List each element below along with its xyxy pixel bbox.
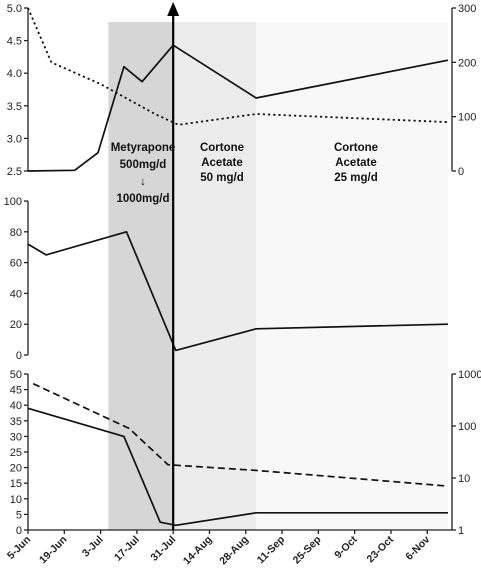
bottom-series-1-solid-line bbox=[27, 407, 448, 527]
x-tick-label: 28-Aug bbox=[217, 534, 251, 568]
bottom-left-tick-label: 25 bbox=[10, 447, 22, 459]
phase-band-3 bbox=[256, 22, 448, 530]
top-left-tick-label: 5.0 bbox=[7, 3, 22, 15]
phase-3-label-line-2: Acetate bbox=[335, 157, 377, 169]
chart-series bbox=[27, 7, 449, 527]
x-tick-label: 6-Nov bbox=[403, 534, 432, 563]
middle-left-tick-label: 0 bbox=[16, 350, 22, 362]
middle-left-tick-label: 80 bbox=[10, 227, 22, 239]
middle-left-tick-label: 60 bbox=[10, 258, 22, 270]
middle-left-tick-label: 20 bbox=[10, 319, 22, 331]
phase-3-label-line-1: Cortone bbox=[334, 142, 378, 154]
bottom-right-tick-label: 1 bbox=[458, 525, 464, 537]
phase-3-label-line-3: 25 mg/d bbox=[334, 172, 377, 184]
phase-2-label-line-3: 50 mg/d bbox=[200, 172, 243, 184]
treatment-phase-shading bbox=[108, 22, 448, 530]
chart-axes bbox=[24, 7, 456, 534]
top-right-tick-label: 0 bbox=[458, 166, 464, 178]
phase-1-label-line-1: Metyrapone bbox=[111, 142, 176, 154]
bottom-left-tick-label: 5 bbox=[16, 509, 22, 521]
bottom-right-tick-label: 10 bbox=[458, 473, 470, 485]
top-left-tick-label: 4.5 bbox=[7, 36, 22, 48]
x-tick-label: 25-Sep bbox=[291, 534, 324, 567]
bottom-left-tick-label: 15 bbox=[10, 478, 22, 490]
bottom-left-tick-label: 30 bbox=[10, 431, 22, 443]
top-left-tick-label: 3.0 bbox=[7, 133, 22, 145]
bottom-left-tick-label: 10 bbox=[10, 494, 22, 506]
phase-band-2 bbox=[173, 22, 257, 530]
bottom-right-tick-label: 100 bbox=[458, 421, 476, 433]
x-tick-label: 11-Sep bbox=[255, 534, 287, 566]
top-right-tick-label: 300 bbox=[458, 3, 476, 15]
bottom-left-tick-label: 20 bbox=[10, 463, 22, 475]
bottom-left-tick-label: 40 bbox=[10, 400, 22, 412]
phase-2-label-line-1: Cortone bbox=[200, 142, 244, 154]
top-left-tick-label: 3.5 bbox=[7, 101, 22, 113]
bottom-series-2-dashed-line bbox=[32, 382, 449, 487]
top-right-tick-label: 200 bbox=[458, 57, 476, 69]
top-left-tick-label: 4.0 bbox=[7, 68, 22, 80]
top-series-1-solid-line bbox=[27, 44, 449, 172]
phase-1-label-line-3: ↓ bbox=[140, 176, 146, 188]
bottom-right-tick-label: 1000 bbox=[458, 369, 481, 381]
bottom-left-tick-label: 45 bbox=[10, 385, 22, 397]
top-left-tick-label: 2.5 bbox=[7, 166, 22, 178]
x-tick-label: 9-Oct bbox=[332, 533, 360, 561]
x-tick-label: 23-Oct bbox=[364, 533, 396, 565]
x-tick-label: 5-Jun bbox=[5, 534, 33, 562]
middle-left-tick-label: 100 bbox=[4, 196, 22, 208]
middle-left-tick-label: 40 bbox=[10, 288, 22, 300]
phase-1-label-line-2: 500mg/d bbox=[120, 159, 167, 171]
phase-2-label-line-2: Acetate bbox=[201, 157, 243, 169]
x-tick-label: 31-Jul bbox=[148, 534, 178, 564]
phase-band-1 bbox=[108, 22, 174, 530]
x-tick-label: 19-Jun bbox=[37, 534, 69, 566]
phase-1-label-line-4: 1000mg/d bbox=[116, 193, 169, 205]
top-series-2-dotted-line bbox=[27, 7, 449, 126]
bottom-left-tick-label: 35 bbox=[10, 416, 22, 428]
middle-series-1-solid-line bbox=[27, 230, 449, 352]
event-arrowhead bbox=[167, 2, 180, 16]
treatment-start-arrow bbox=[167, 2, 180, 530]
x-tick-label: 17-Jul bbox=[112, 534, 142, 564]
x-tick-label: 3-Jul bbox=[80, 534, 106, 560]
top-right-tick-label: 100 bbox=[458, 112, 476, 124]
bottom-left-tick-label: 50 bbox=[10, 369, 22, 381]
x-tick-label: 14-Aug bbox=[181, 534, 215, 568]
bottom-left-tick-label: 0 bbox=[16, 525, 22, 537]
